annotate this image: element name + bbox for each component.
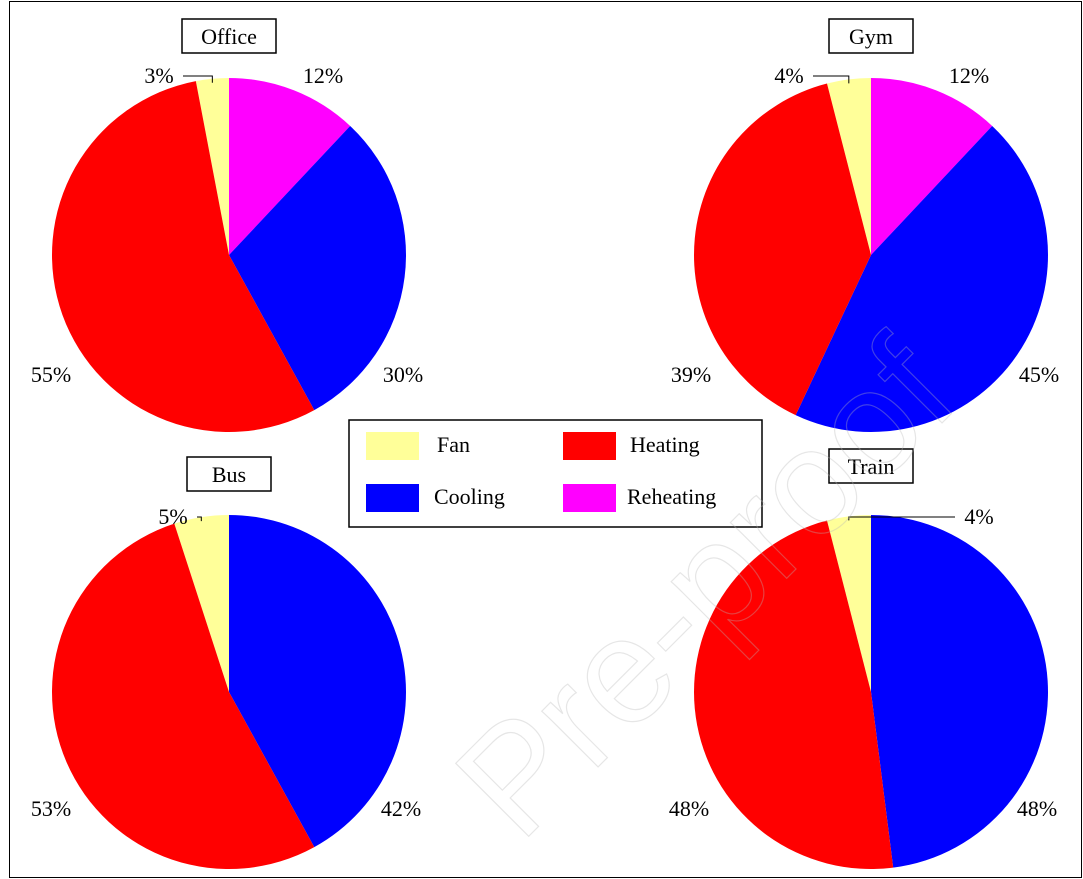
slice-label-reheating: 12% — [303, 63, 343, 88]
slice-label-cooling: 30% — [383, 362, 423, 387]
slice-label-heating: 39% — [671, 362, 711, 387]
pie-train: Train 4% 48% 48% — [669, 448, 1057, 869]
pie-title: Train — [848, 454, 895, 479]
pie-title-box — [181, 18, 277, 54]
pie-slice-gym-cooling — [795, 125, 1048, 433]
slice-label-reheating: 12% — [949, 63, 989, 88]
legend: Fan Heating Cooling Reheating — [348, 419, 763, 528]
slice-label-fan: 5% — [158, 504, 187, 529]
pie-slice-gym-reheating — [871, 78, 993, 255]
pie-title-box — [828, 18, 914, 54]
slice-label-cooling: 48% — [1017, 796, 1057, 821]
charts-layer: Office 3% 55% 30% 12% Gym 4% 39% 45% 12% Bus 5% 53% 4… — [31, 18, 1059, 870]
slice-label-fan: 4% — [774, 63, 803, 88]
pie-slice-train-fan — [826, 515, 871, 692]
pie-gym: Gym 4% 39% 45% 12% — [671, 18, 1059, 433]
pie-office: Office 3% 55% 30% 12% — [31, 18, 423, 432]
slice-label-fan: 4% — [964, 504, 993, 529]
pie-slice-office-fan — [195, 78, 229, 255]
legend-label-cooling: Cooling — [434, 484, 505, 509]
pie-bus: Bus 5% 53% 42% — [31, 456, 421, 870]
leader-line — [183, 75, 213, 83]
pie-slice-gym-fan — [826, 78, 871, 255]
legend-swatch-heating — [563, 432, 616, 460]
slice-label-heating: 53% — [31, 796, 71, 821]
pie-slice-gym-heating — [694, 83, 871, 416]
leader-line — [197, 516, 202, 522]
slice-label-fan: 3% — [144, 63, 173, 88]
slice-label-heating: 48% — [669, 796, 709, 821]
pie-title: Office — [201, 24, 257, 49]
pie-slice-office-heating — [51, 81, 315, 432]
legend-swatch-fan — [366, 432, 419, 460]
legend-swatch-reheating — [563, 484, 616, 512]
slice-label-heating: 55% — [31, 362, 71, 387]
pie-slice-train-heating — [694, 520, 894, 869]
pie-title-box — [186, 456, 272, 492]
pie-slice-bus-fan — [174, 515, 229, 692]
pie-title: Gym — [849, 24, 893, 49]
pie-title: Bus — [212, 462, 246, 487]
pie-slice-bus-heating — [51, 523, 315, 870]
legend-label-fan: Fan — [437, 432, 470, 457]
legend-label-heating: Heating — [630, 432, 700, 457]
pie-slice-office-cooling — [229, 125, 407, 411]
pie-slice-office-reheating — [229, 78, 351, 255]
legend-label-reheating: Reheating — [627, 484, 716, 509]
pie-slice-bus-cooling — [229, 515, 406, 848]
leader-line — [813, 75, 850, 84]
slice-label-cooling: 42% — [381, 796, 421, 821]
legend-swatch-cooling — [366, 484, 419, 512]
pie-slice-train-cooling — [871, 515, 1048, 868]
pie-title-box — [828, 448, 914, 484]
leader-line — [848, 516, 955, 521]
slice-label-cooling: 45% — [1019, 362, 1059, 387]
